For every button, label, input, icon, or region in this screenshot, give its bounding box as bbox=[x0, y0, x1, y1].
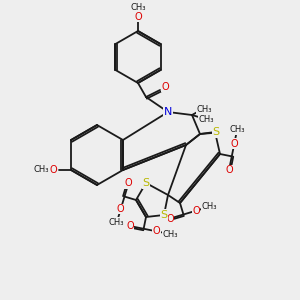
Text: N: N bbox=[164, 107, 172, 117]
Text: O: O bbox=[230, 139, 238, 148]
Text: O: O bbox=[125, 178, 132, 188]
Text: CH₃: CH₃ bbox=[229, 125, 245, 134]
Text: O: O bbox=[166, 214, 174, 224]
Text: CH₃: CH₃ bbox=[109, 218, 124, 227]
Text: S: S bbox=[160, 210, 168, 220]
Text: O: O bbox=[134, 12, 142, 22]
Text: CH₃: CH₃ bbox=[198, 115, 214, 124]
Text: O: O bbox=[49, 165, 57, 175]
Text: O: O bbox=[134, 12, 142, 22]
Text: O: O bbox=[192, 206, 200, 216]
Text: CH₃: CH₃ bbox=[202, 202, 217, 211]
Text: N: N bbox=[164, 107, 172, 117]
Text: O: O bbox=[49, 165, 57, 175]
Text: O: O bbox=[161, 82, 169, 92]
Text: S: S bbox=[160, 210, 168, 220]
Text: O: O bbox=[225, 165, 233, 175]
Text: CH₃: CH₃ bbox=[33, 166, 49, 175]
Text: CH₃: CH₃ bbox=[162, 230, 178, 238]
Text: S: S bbox=[142, 178, 150, 188]
Text: O: O bbox=[161, 82, 169, 92]
Text: CH₃: CH₃ bbox=[130, 4, 146, 13]
Text: S: S bbox=[212, 127, 220, 137]
Text: O: O bbox=[126, 221, 134, 231]
Text: S: S bbox=[212, 127, 220, 137]
Text: CH₃: CH₃ bbox=[196, 104, 212, 113]
Text: O: O bbox=[153, 226, 160, 236]
Text: O: O bbox=[117, 204, 124, 214]
Text: S: S bbox=[142, 178, 150, 188]
